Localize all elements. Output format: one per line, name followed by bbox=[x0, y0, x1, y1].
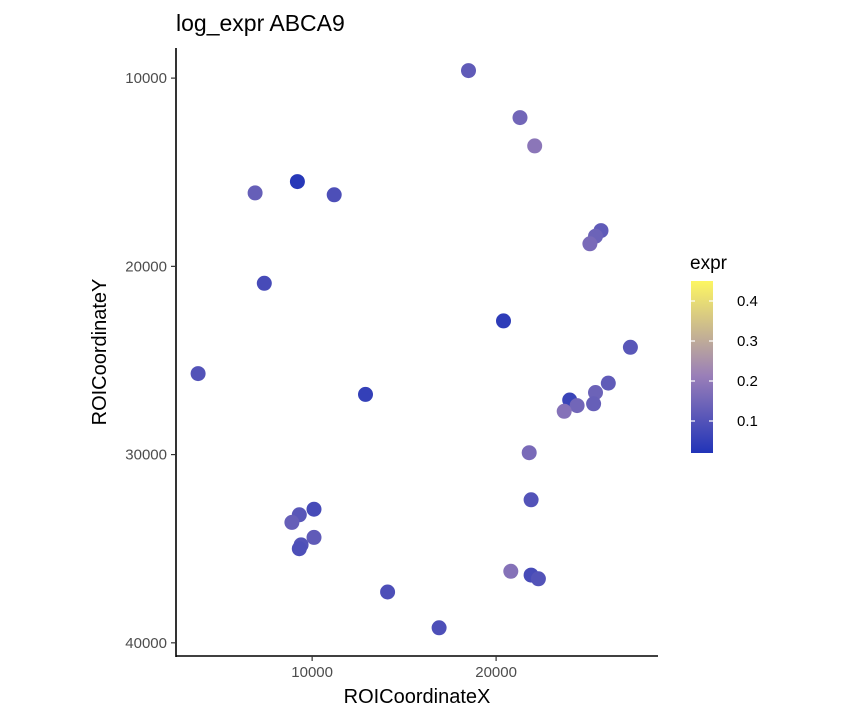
data-point bbox=[569, 398, 585, 414]
legend-title: expr bbox=[690, 253, 728, 274]
legend-tick-label: 0.1 bbox=[737, 413, 758, 430]
data-point bbox=[190, 366, 206, 382]
data-points bbox=[190, 63, 638, 636]
data-point bbox=[586, 396, 602, 412]
data-point bbox=[291, 541, 307, 557]
y-tick-label: 40000 bbox=[125, 635, 167, 652]
data-point bbox=[326, 187, 342, 203]
data-point bbox=[556, 403, 572, 419]
data-point bbox=[503, 563, 519, 579]
data-point bbox=[289, 174, 305, 190]
legend-colorbar bbox=[691, 281, 713, 453]
x-axis-ticks: 10000 20000 bbox=[291, 656, 517, 681]
color-legend: expr 0.1 0.2 0.3 0.4 bbox=[690, 253, 758, 453]
legend-tick-label: 0.2 bbox=[737, 373, 758, 390]
data-point bbox=[496, 313, 511, 329]
y-axis-ticks: 10000 20000 30000 40000 bbox=[125, 70, 176, 652]
y-tick-label: 30000 bbox=[125, 447, 167, 464]
y-tick-label: 10000 bbox=[125, 70, 167, 87]
data-point bbox=[521, 445, 537, 461]
y-tick-label: 20000 bbox=[125, 258, 167, 275]
data-point bbox=[582, 236, 598, 252]
data-point bbox=[527, 138, 543, 154]
data-point bbox=[530, 571, 546, 587]
data-point bbox=[256, 275, 272, 291]
data-point bbox=[512, 110, 528, 126]
legend-tick-label: 0.3 bbox=[737, 333, 758, 350]
data-point bbox=[622, 339, 638, 355]
data-point bbox=[306, 501, 322, 517]
x-tick-label: 20000 bbox=[475, 664, 517, 681]
data-point bbox=[588, 385, 603, 400]
data-point bbox=[247, 185, 263, 201]
legend-ticks: 0.1 0.2 0.3 0.4 bbox=[691, 293, 758, 430]
data-point bbox=[284, 514, 300, 530]
data-point bbox=[461, 63, 476, 79]
data-point bbox=[358, 386, 373, 402]
x-axis-title: ROICoordinateX bbox=[344, 686, 491, 708]
data-point bbox=[431, 620, 447, 636]
data-point bbox=[600, 375, 616, 391]
legend-tick-label: 0.4 bbox=[737, 293, 758, 310]
data-point bbox=[523, 492, 539, 508]
x-tick-label: 10000 bbox=[291, 664, 333, 681]
chart-title: log_expr ABCA9 bbox=[176, 10, 345, 36]
data-point bbox=[380, 584, 396, 600]
data-point bbox=[306, 529, 322, 545]
y-axis-title: ROICoordinateY bbox=[89, 279, 111, 426]
